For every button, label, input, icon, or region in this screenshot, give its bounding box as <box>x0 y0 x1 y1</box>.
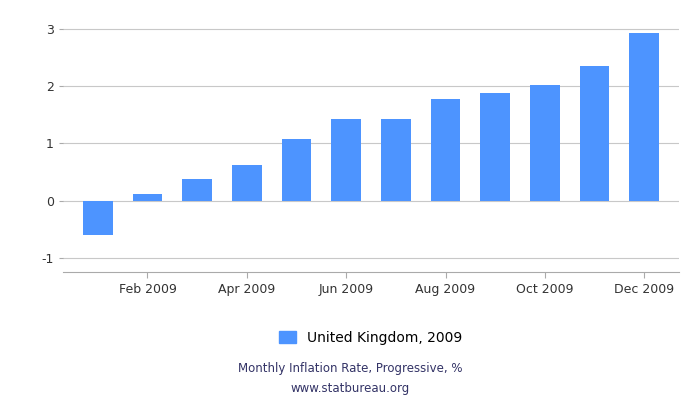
Bar <box>132 194 162 200</box>
Bar <box>480 92 510 200</box>
Text: Monthly Inflation Rate, Progressive, %: Monthly Inflation Rate, Progressive, % <box>238 362 462 375</box>
Bar <box>182 180 212 200</box>
Bar <box>629 32 659 200</box>
Bar <box>232 164 262 200</box>
Text: www.statbureau.org: www.statbureau.org <box>290 382 410 395</box>
Bar <box>381 120 411 200</box>
Bar <box>331 120 361 200</box>
Bar <box>83 200 113 235</box>
Legend: United Kingdom, 2009: United Kingdom, 2009 <box>279 331 463 345</box>
Bar <box>281 140 312 200</box>
Bar <box>530 85 560 200</box>
Bar <box>580 66 610 200</box>
Bar <box>430 100 461 200</box>
